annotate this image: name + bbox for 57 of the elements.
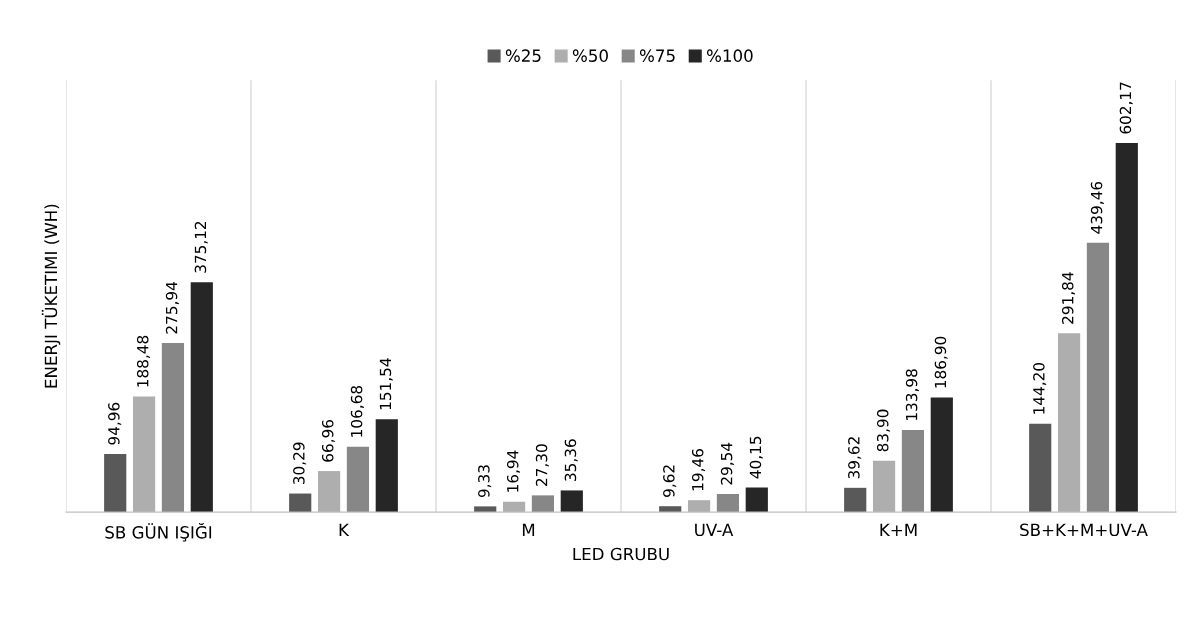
x-axis-title: LED GRUBU [573,547,669,561]
bar [375,419,398,513]
data-label: 9,62 [663,465,677,497]
bar [132,396,156,513]
legend-label: %75 [639,49,675,62]
x-tick-label: M [522,523,535,536]
data-label: 30,29 [293,442,307,485]
bar [745,487,768,513]
bar [1115,142,1138,513]
bar [1057,333,1081,513]
bar [901,429,925,513]
data-label: 83,90 [876,409,891,452]
bar [289,493,312,513]
data-label: 16,94 [506,450,521,492]
data-label: 439,46 [1090,181,1104,234]
data-label: 375,12 [194,221,208,273]
bar [317,471,341,513]
data-label: 602,17 [1119,82,1133,134]
data-label: 144,20 [1033,362,1047,414]
x-tick-label: SB+K+M+UV-A [1020,523,1148,537]
data-label: 133,98 [905,369,919,420]
x-tick-label: SB GÜN IŞIĞI [105,522,212,542]
data-label: 291,84 [1061,272,1076,324]
legend-label: %25 [505,49,541,62]
data-label: 35,36 [564,439,578,481]
bar [930,397,953,513]
y-axis-title: ENERJI TÜKETIMI (WH) [41,204,61,388]
data-label: 40,15 [749,436,763,479]
data-label: 188,48 [136,335,151,387]
bar [531,495,555,513]
bar [687,500,711,513]
bar [1086,242,1110,513]
data-label: 275,94 [165,282,179,334]
data-label: 19,46 [691,449,706,491]
data-label: 27,30 [535,444,549,486]
bar [161,342,185,513]
data-label: 39,62 [848,437,862,479]
data-label: 66,96 [321,419,336,462]
bar [560,490,583,513]
bar [872,460,896,513]
data-label: 106,68 [350,385,364,437]
x-tick-label: K [339,523,350,536]
bar [104,453,127,513]
data-label: 94,96 [108,402,122,445]
data-label: 186,90 [934,336,948,388]
bar [190,282,213,513]
x-tick-label: UV-A [695,523,734,537]
data-label: 9,33 [478,465,492,498]
bar [844,487,867,513]
x-tick-label: K+M [880,523,917,536]
bar [1029,423,1052,513]
bar [716,494,740,513]
legend-label: %100 [706,49,753,62]
data-label: 29,54 [720,442,734,485]
legend-label: %50 [572,49,608,62]
data-label: 151,54 [379,358,393,410]
bar [346,446,370,513]
